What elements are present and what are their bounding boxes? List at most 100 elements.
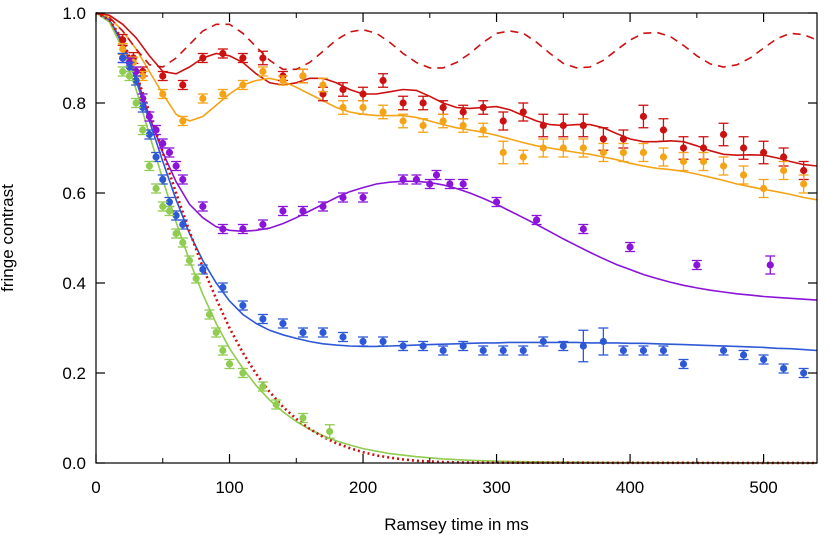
- data-point: [197, 93, 208, 104]
- data-point: [297, 68, 308, 84]
- data-point: [458, 178, 469, 190]
- data-point: [538, 138, 549, 158]
- data-point: [177, 237, 188, 248]
- data-point: [177, 115, 188, 127]
- data-point: [758, 354, 769, 365]
- data-point: [798, 174, 809, 194]
- fit-line-1: [95, 12, 818, 201]
- data-point: [558, 340, 569, 352]
- data-point: [224, 358, 235, 370]
- data-point: [237, 52, 248, 64]
- data-point: [718, 122, 729, 147]
- data-point: [217, 345, 228, 356]
- data-point: [317, 201, 328, 212]
- data-point: [638, 104, 649, 129]
- data-point: [271, 399, 282, 410]
- data-point: [177, 79, 188, 91]
- x-tick-label: 200: [349, 478, 377, 497]
- data-point: [217, 88, 228, 100]
- data-point: [698, 151, 709, 172]
- data-point: [358, 336, 369, 347]
- fit-line-3: [95, 12, 818, 352]
- data-point: [738, 165, 749, 185]
- data-point: [398, 95, 409, 111]
- data-point: [418, 340, 429, 352]
- data-point: [578, 138, 589, 158]
- data-point: [418, 118, 429, 133]
- data-point: [431, 169, 442, 181]
- data-point: [398, 113, 409, 129]
- data-point: [778, 160, 789, 181]
- data-point: [277, 205, 288, 217]
- x-tick-label: 0: [91, 478, 100, 497]
- data-point: [144, 160, 155, 172]
- data-point: [578, 223, 589, 235]
- data-point: [277, 318, 288, 329]
- data-point: [424, 178, 435, 190]
- data-point: [618, 142, 629, 163]
- y-axis-label: fringe contrast: [0, 184, 17, 292]
- data-point: [217, 223, 228, 235]
- fit-line-2: [95, 12, 818, 301]
- data-point: [297, 327, 308, 338]
- data-point: [558, 113, 569, 138]
- fit-line-0: [95, 12, 818, 167]
- data-point: [131, 97, 142, 109]
- data-point: [184, 255, 195, 266]
- data-point: [197, 52, 208, 64]
- data-point: [151, 183, 162, 194]
- data-point: [418, 95, 429, 111]
- data-point: [678, 151, 689, 172]
- reference-curves: [95, 11, 818, 465]
- data-point: [518, 102, 529, 122]
- x-axis-label: Ramsey time in ms: [384, 515, 529, 534]
- data-point: [658, 118, 669, 142]
- data-point: [164, 147, 175, 158]
- data-point: [277, 75, 288, 86]
- y-tick-label: 1.0: [62, 4, 86, 23]
- y-tick-label: 0.4: [62, 274, 86, 293]
- data-point: [378, 104, 389, 120]
- data-point: [498, 111, 509, 131]
- data-point: [358, 86, 369, 102]
- data-point: [538, 336, 549, 347]
- data-point: [518, 345, 529, 356]
- data-point: [738, 349, 749, 361]
- data-point: [458, 118, 469, 133]
- data-point: [478, 100, 489, 115]
- data-point: [211, 327, 222, 338]
- data-point: [598, 327, 609, 356]
- data-point: [678, 358, 689, 370]
- data-point: [558, 138, 569, 158]
- data-point: [257, 381, 268, 392]
- data-point: [578, 329, 589, 363]
- data-point: [538, 113, 549, 138]
- plot-frame: [95, 12, 818, 464]
- data-point: [518, 149, 529, 165]
- data-point: [237, 300, 248, 311]
- fit-line-4: [95, 12, 818, 464]
- data-point: [718, 156, 729, 176]
- x-tick-label: 400: [616, 478, 644, 497]
- data-point: [297, 205, 308, 217]
- x-tick-label: 500: [749, 478, 777, 497]
- data-point: [738, 136, 749, 160]
- y-tick-label: 0.0: [62, 454, 86, 473]
- axis-ticks: 0 100 200 300 400 500 0.0 0.2 0.4 0.6 0.8 1.0: [62, 4, 817, 497]
- data-point: [625, 241, 636, 253]
- data-point: [765, 255, 776, 275]
- data-point: [598, 142, 609, 163]
- data-point: [191, 273, 202, 284]
- data-point: [124, 70, 135, 82]
- data-point: [498, 345, 509, 356]
- data-point: [778, 363, 789, 374]
- data-point: [197, 201, 208, 212]
- data-point: [157, 70, 168, 82]
- data-point: [237, 367, 248, 379]
- data-point: [438, 113, 449, 129]
- data-point: [578, 113, 589, 138]
- data-point: [358, 192, 369, 203]
- x-tick-label: 100: [215, 478, 243, 497]
- data-point: [398, 174, 409, 185]
